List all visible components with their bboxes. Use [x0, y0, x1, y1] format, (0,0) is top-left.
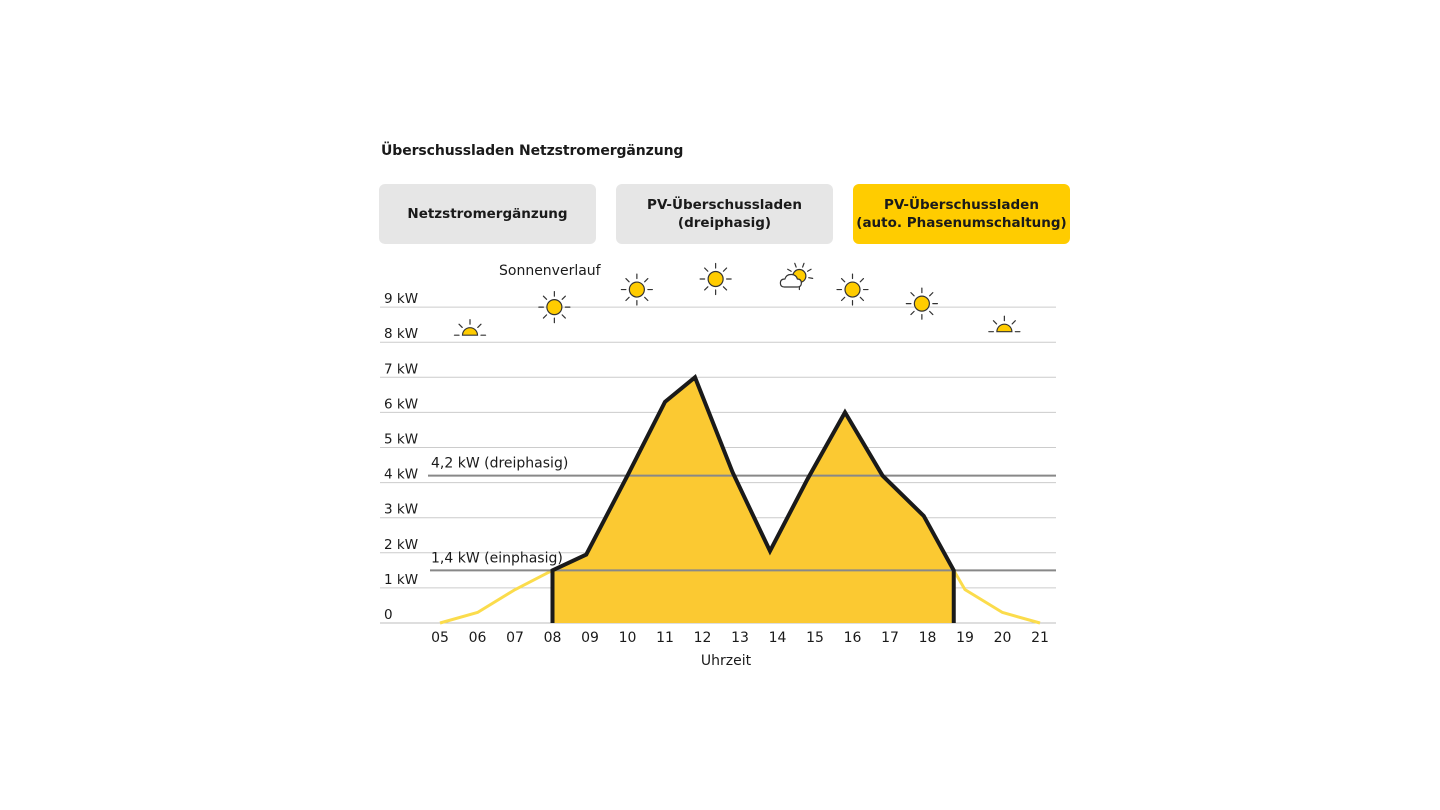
sun-ray — [644, 296, 649, 302]
x-tick-label: 11 — [656, 630, 674, 646]
y-tick-label: 1 kW — [384, 572, 418, 588]
sun-icon — [538, 291, 571, 324]
sun-ray — [458, 323, 463, 329]
x-tick-label: 20 — [994, 630, 1012, 646]
tab-pv-ueberschussladen-auto-phasenumschaltung[interactable]: PV-Überschussladen (auto. Phasenumschalt… — [853, 184, 1070, 244]
sun-ray — [910, 310, 915, 316]
sun-ray — [859, 296, 865, 302]
sun-disc — [913, 295, 930, 312]
sun-ray — [807, 268, 812, 272]
x-tick-label: 13 — [731, 630, 749, 646]
sun-ray — [561, 295, 566, 300]
y-tick-label: 2 kW — [384, 537, 418, 553]
y-tick-label: 6 kW — [384, 396, 418, 412]
sun-setting-icon — [453, 319, 487, 336]
y-tick-label: 7 kW — [384, 361, 418, 377]
sun-disc — [707, 270, 724, 288]
sun-disc — [628, 281, 645, 298]
sun-ray — [542, 295, 548, 300]
threshold-label: 1,4 kW (einphasig) — [431, 550, 563, 566]
sun-ray — [840, 296, 846, 302]
x-tick-label: 12 — [694, 630, 712, 646]
x-tick-label: 21 — [1031, 630, 1049, 646]
y-tick-label: 5 kW — [384, 432, 418, 448]
x-tick-label: 18 — [919, 630, 937, 646]
sun-ray — [929, 292, 934, 297]
threshold-label: 4,2 kW (dreiphasig) — [431, 456, 568, 472]
sun-ray — [477, 323, 482, 329]
sun-icon — [905, 287, 938, 320]
pv-curve-evening — [952, 569, 1041, 625]
sun-ray — [794, 262, 797, 268]
sun-ray — [704, 267, 709, 272]
sun-ray — [625, 277, 630, 283]
sun-setting-icon — [988, 315, 1021, 333]
x-tick-label: 06 — [469, 630, 487, 646]
x-tick-label: 09 — [581, 630, 599, 646]
sun-ray — [561, 314, 566, 319]
charging-area — [552, 377, 954, 623]
threshold-layer: 4,2 kW (dreiphasig) 1,4 kW (einphasig) — [428, 374, 1056, 623]
x-tick-label: 17 — [881, 630, 899, 646]
sun-ray — [929, 310, 934, 316]
sun-icon-layer — [453, 262, 1021, 336]
x-tick-label: 14 — [769, 630, 787, 646]
cloud-shape — [779, 273, 802, 288]
sun-ray — [808, 277, 814, 279]
sun-half-disc — [996, 323, 1013, 333]
x-tick-label: 16 — [844, 630, 862, 646]
sun-icon — [836, 273, 869, 306]
x-tick-label: 07 — [506, 630, 524, 646]
tab-pv-ueberschussladen-dreiphasig[interactable]: PV-Überschussladen (dreiphasig) — [616, 184, 833, 244]
sun-ray — [859, 277, 865, 283]
y-tick-label: 8 kW — [384, 326, 418, 342]
y-tick-label: 3 kW — [384, 502, 418, 518]
cloud-sun-icon — [779, 262, 814, 291]
charging-area-layer — [439, 377, 1041, 625]
y-tick-label: 4 kW — [384, 467, 418, 483]
sun-ray — [722, 286, 728, 291]
charging-outline — [550, 374, 956, 623]
x-tick-label: 19 — [956, 630, 974, 646]
y-tick-label: 9 kW — [384, 291, 418, 307]
x-axis-label: Uhrzeit — [701, 653, 752, 669]
sun-ray — [840, 277, 846, 283]
sun-ray — [802, 262, 805, 268]
sun-ray — [542, 314, 548, 319]
chart-title: Überschussladen Netzstromergänzung — [381, 143, 684, 159]
sun-ray — [910, 292, 915, 297]
x-tick-label: 10 — [619, 630, 637, 646]
sun-half-disc — [461, 327, 479, 336]
sun-ray — [722, 267, 728, 272]
sun-icon — [620, 273, 653, 306]
sun-ray — [787, 268, 792, 272]
x-tick-label: 05 — [431, 630, 449, 646]
y-tick-label: 0 — [384, 607, 393, 623]
x-tick-label: 08 — [544, 630, 562, 646]
x-tick-label: 15 — [806, 630, 824, 646]
tab-netzstromergaenzung[interactable]: Netzstromergänzung — [379, 184, 596, 244]
sun-ray — [644, 277, 649, 283]
sun-icon — [699, 262, 732, 296]
sun-disc — [546, 299, 563, 316]
sun-path-label: Sonnenverlauf — [499, 263, 602, 279]
sun-ray — [992, 320, 998, 325]
sun-disc — [844, 281, 861, 298]
sun-ray — [625, 296, 630, 302]
sun-ray — [1011, 320, 1016, 325]
axis-label-layer: 0 1 kW 2 kW 3 kW 4 kW 5 kW 6 kW 7 kW 8 kW 9 kW 05 0… — [384, 263, 1049, 669]
sun-ray — [704, 286, 709, 291]
